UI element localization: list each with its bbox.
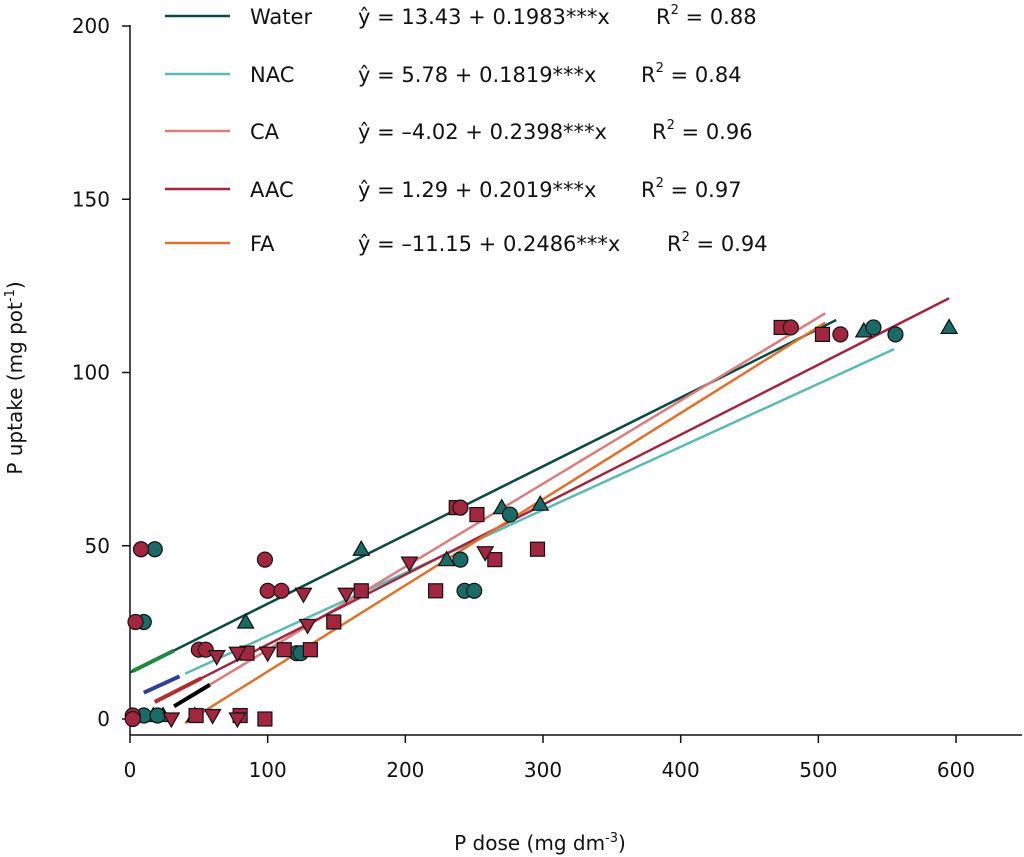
point-fa <box>203 708 222 725</box>
short-fit-segment <box>142 674 181 695</box>
x-tick-label: 200 <box>386 758 424 782</box>
y-axis-title: P uptake (mg pot-1) <box>3 281 27 474</box>
legend-r2: R2 = 0.88 <box>656 3 757 29</box>
point-nac <box>146 541 163 558</box>
point-fa <box>162 712 181 729</box>
fit-line-aac <box>154 297 950 704</box>
legend-r2: R2 = 0.97 <box>641 176 742 202</box>
point-fa <box>294 587 313 604</box>
point-nac <box>887 326 904 343</box>
y-axis-title-sup: -1 <box>3 289 18 302</box>
point-aac <box>782 319 799 336</box>
short-fit-segment <box>131 648 175 673</box>
legend-r2: R2 = 0.96 <box>652 118 753 144</box>
short-fit-segment <box>173 683 211 709</box>
x-tick-label: 100 <box>249 758 287 782</box>
point-fa <box>207 650 226 666</box>
point-ca <box>529 541 546 557</box>
point-nac <box>865 319 882 336</box>
data-markers <box>124 318 959 729</box>
point-ca <box>487 552 503 568</box>
point-water <box>236 612 255 629</box>
point-aac <box>132 541 150 558</box>
y-tick-label: 100 <box>72 361 110 385</box>
point-water <box>437 550 456 567</box>
x-tick-label: 300 <box>524 758 562 782</box>
point-aac <box>832 326 849 343</box>
point-ca <box>428 583 444 599</box>
legend-item-ca: CA ŷ = –4.02 + 0.2398***x R2 = 0.96 <box>165 118 753 144</box>
legend-equation: ŷ = –4.02 + 0.2398***x <box>358 120 607 144</box>
point-fa <box>476 546 495 562</box>
legend-item-water: Water ŷ = 13.43 + 0.1983***x R2 = 0.88 <box>165 3 757 29</box>
x-tick-label: 600 <box>937 758 975 782</box>
legend-series-name: FA <box>250 232 275 256</box>
point-ca <box>814 326 831 342</box>
point-ca <box>469 506 485 523</box>
fit-line-water <box>129 318 837 674</box>
point-fa <box>228 712 247 729</box>
point-aac <box>124 710 141 728</box>
point-ca <box>353 583 369 599</box>
x-axis-title-end: ) <box>618 831 626 855</box>
point-ca <box>276 642 292 658</box>
fit-line-nac <box>184 348 895 675</box>
y-tick-label: 200 <box>72 14 110 38</box>
y-axis-title-end: ) <box>3 281 27 289</box>
point-nac <box>466 582 483 599</box>
legend-item-fa: FA ŷ = –11.15 + 0.2486***x R2 = 0.94 <box>165 230 768 256</box>
fit-line-fa <box>184 321 826 725</box>
point-ca <box>302 642 318 658</box>
point-nac <box>452 551 469 568</box>
x-axis-title-sup: -3 <box>605 831 618 846</box>
legend-equation: ŷ = 13.43 + 0.1983***x <box>358 5 610 29</box>
legend-series-name: AAC <box>250 178 294 202</box>
point-fa <box>228 646 247 663</box>
y-ticks: 0 50 100 150 200 <box>72 14 130 731</box>
legend: Water ŷ = 13.43 + 0.1983***x R2 = 0.88 NAC ŷ… <box>165 3 768 256</box>
x-axis: 0 100 200 300 400 500 600 <box>124 734 1022 782</box>
legend-r2: R2 = 0.84 <box>641 61 742 87</box>
point-aac <box>256 551 274 568</box>
legend-series-name: Water <box>250 5 312 29</box>
point-water <box>531 494 550 511</box>
legend-equation: ŷ = 5.78 + 0.1819***x <box>358 63 597 87</box>
x-tick-label: 400 <box>662 758 700 782</box>
point-nac <box>501 506 519 523</box>
legend-item-nac: NAC ŷ = 5.78 + 0.1819***x R2 = 0.84 <box>165 61 742 87</box>
point-water <box>352 540 371 556</box>
y-tick-label: 0 <box>97 707 110 731</box>
point-aac <box>197 641 214 658</box>
x-ticks: 0 100 200 300 400 500 600 <box>124 735 975 782</box>
point-fa <box>298 618 317 635</box>
point-aac <box>452 499 469 516</box>
legend-series-name: NAC <box>250 63 294 87</box>
legend-equation: ŷ = 1.29 + 0.2019***x <box>358 178 597 202</box>
x-tick-label: 500 <box>799 758 837 782</box>
short-fit-segment <box>153 676 203 704</box>
y-tick-label: 150 <box>72 187 110 211</box>
y-tick-label: 50 <box>85 534 110 558</box>
point-ca <box>188 707 204 724</box>
point-fa <box>337 587 356 604</box>
x-tick-label: 0 <box>124 758 137 782</box>
legend-item-aac: AAC ŷ = 1.29 + 0.2019***x R2 = 0.97 <box>165 176 742 202</box>
point-ca <box>257 711 273 727</box>
point-ca <box>326 614 342 630</box>
point-fa <box>258 646 277 663</box>
point-aac <box>127 613 144 631</box>
x-axis-title: P dose (mg dm-3) <box>454 831 626 855</box>
legend-r2: R2 = 0.94 <box>667 230 768 256</box>
point-fa <box>400 556 419 573</box>
point-aac <box>259 582 276 599</box>
y-axis: 0 50 100 150 200 <box>72 14 131 735</box>
point-water <box>940 318 959 335</box>
point-nac <box>149 707 166 724</box>
legend-series-name: CA <box>250 120 280 144</box>
point-aac <box>273 582 290 599</box>
legend-equation: ŷ = –11.15 + 0.2486***x <box>358 232 620 256</box>
